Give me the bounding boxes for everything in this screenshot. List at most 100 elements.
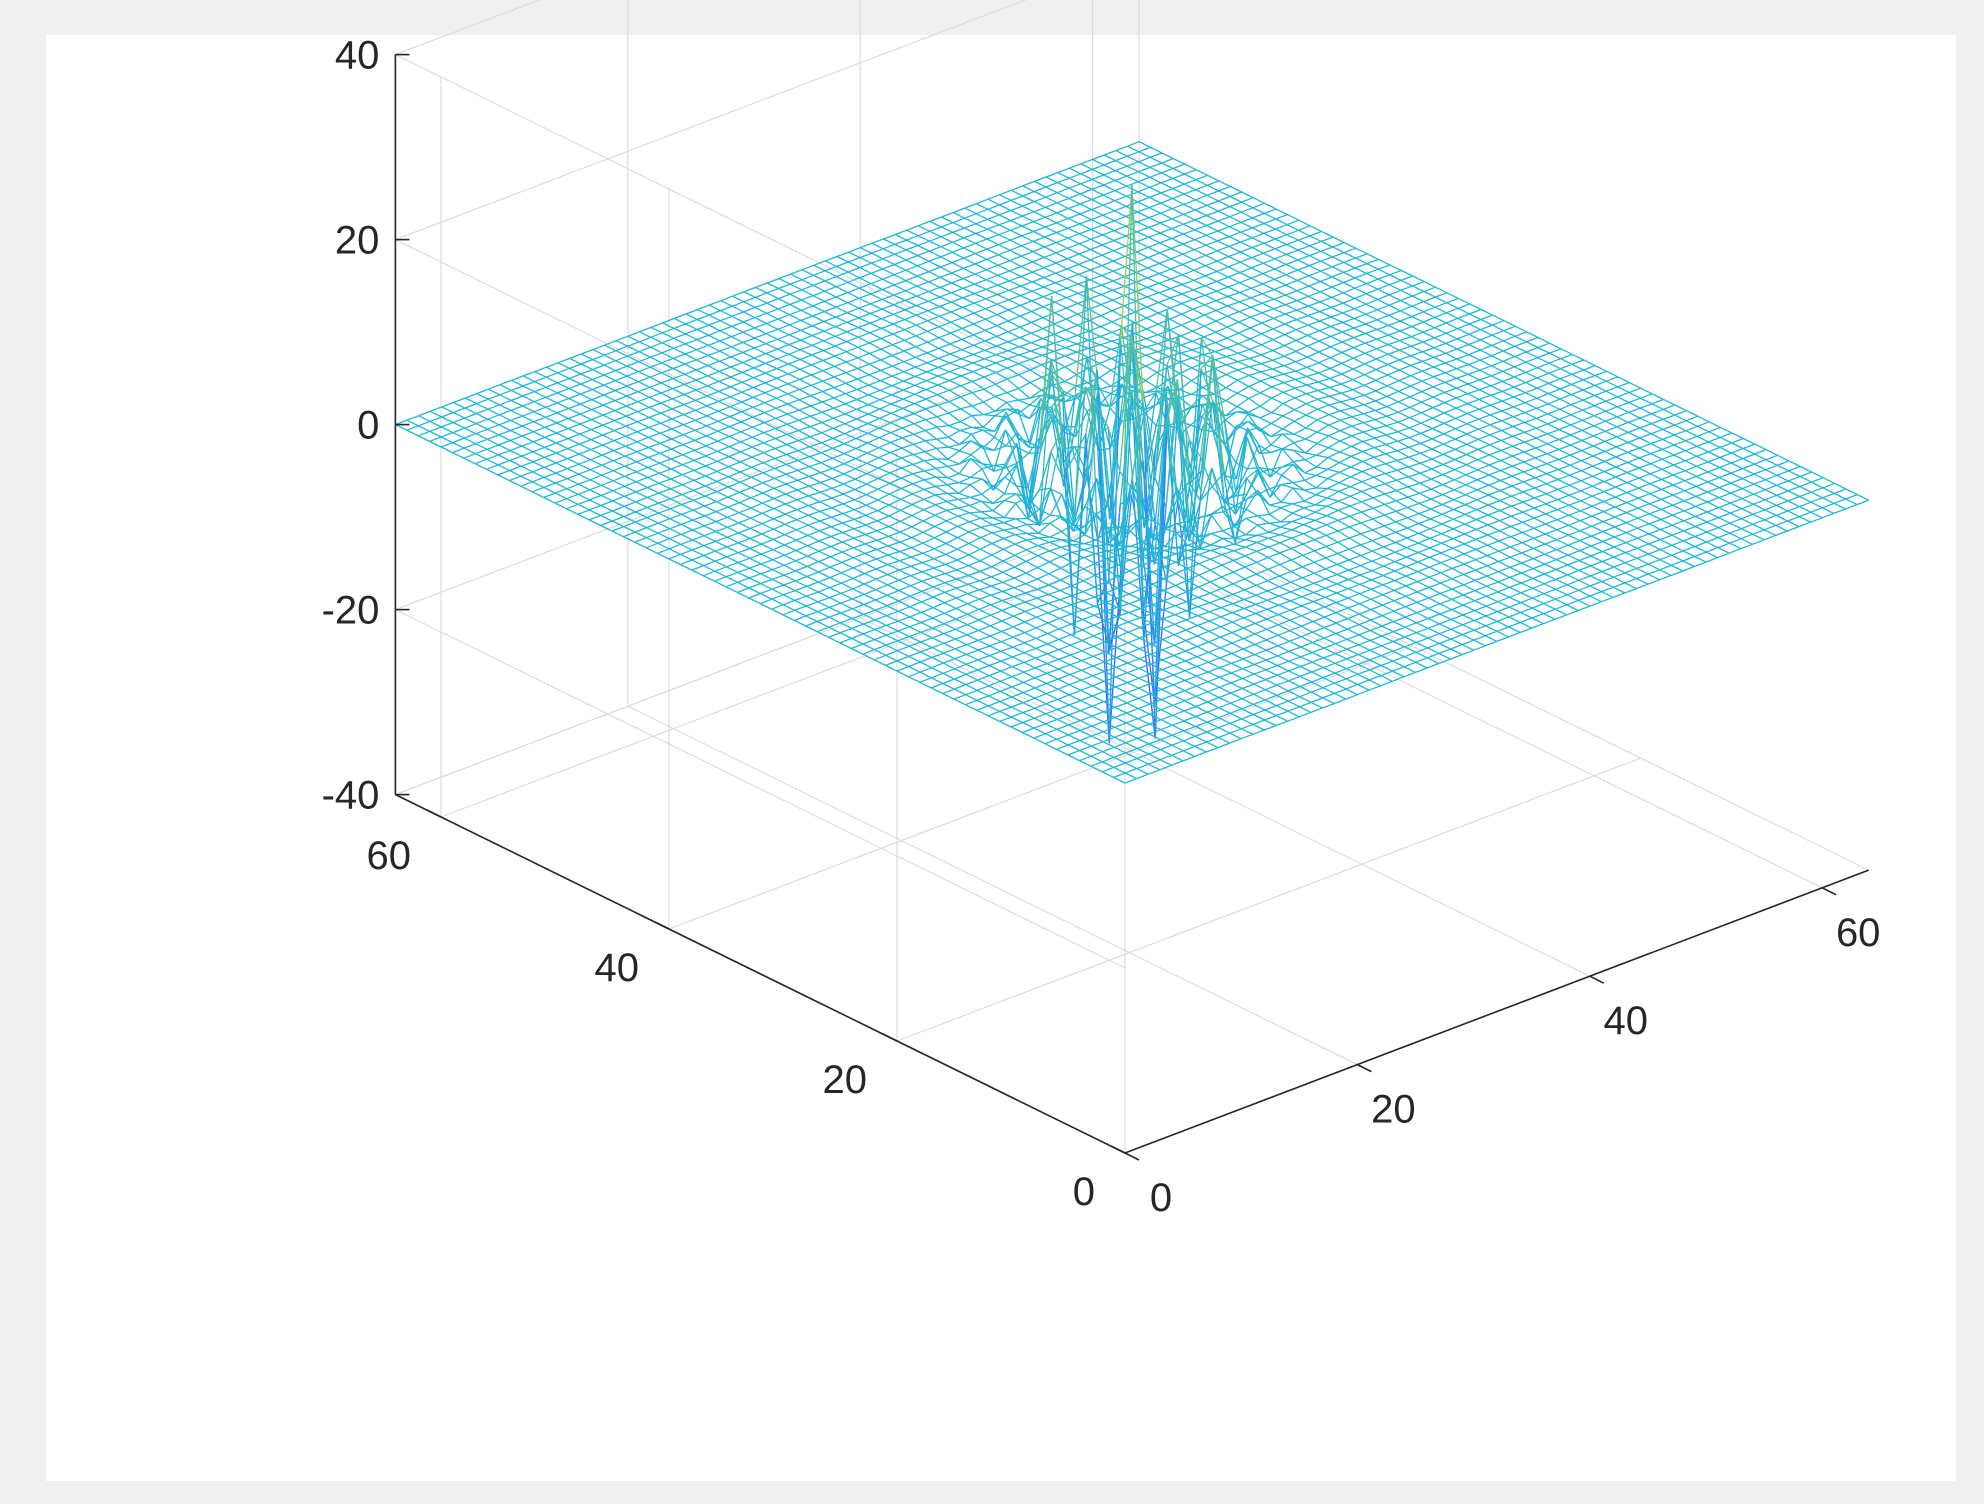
mesh-edge bbox=[938, 326, 951, 334]
mesh-edge bbox=[812, 300, 825, 307]
mesh-edge bbox=[588, 519, 601, 527]
mesh-edge bbox=[903, 361, 916, 368]
mesh-edge bbox=[615, 340, 628, 347]
mesh-edge bbox=[707, 365, 720, 372]
mesh-edge bbox=[856, 378, 870, 386]
mesh-edge bbox=[752, 422, 765, 428]
mesh-edge bbox=[720, 310, 733, 317]
mesh-edge bbox=[868, 369, 881, 376]
mesh-edge bbox=[510, 429, 523, 437]
mesh-edge bbox=[743, 286, 756, 293]
mesh-edge bbox=[520, 471, 533, 477]
mesh-edge bbox=[1020, 285, 1033, 292]
mesh-edge bbox=[602, 424, 615, 432]
mesh-edge bbox=[612, 475, 625, 482]
mesh-edge bbox=[949, 349, 962, 355]
mesh-edge bbox=[788, 349, 801, 355]
mesh-edge bbox=[848, 256, 861, 263]
mesh-edge bbox=[1019, 304, 1032, 312]
mesh-edge bbox=[1126, 165, 1139, 173]
mesh-edge bbox=[881, 313, 894, 320]
mesh-edge bbox=[592, 349, 605, 356]
mesh-edge bbox=[534, 376, 547, 383]
mesh-edge bbox=[823, 320, 836, 328]
mesh-edge bbox=[638, 336, 652, 343]
mesh-edge bbox=[1115, 150, 1128, 157]
mesh-edge bbox=[905, 265, 918, 271]
mesh-edge bbox=[1137, 211, 1150, 219]
mesh-edge bbox=[973, 298, 987, 304]
mesh-edge bbox=[1032, 261, 1045, 269]
mesh-edge bbox=[859, 283, 872, 289]
mesh-edge bbox=[776, 387, 789, 395]
mesh-edge bbox=[844, 408, 857, 415]
mesh-edge bbox=[1150, 156, 1162, 164]
mesh-edge bbox=[1078, 259, 1091, 266]
mesh-edge bbox=[811, 340, 824, 346]
mesh-edge bbox=[950, 311, 963, 319]
mesh-edge bbox=[858, 303, 871, 309]
mesh-edge bbox=[836, 255, 849, 263]
mesh-edge bbox=[1065, 307, 1079, 315]
mesh-edge bbox=[764, 402, 777, 409]
mesh-edge bbox=[903, 375, 916, 382]
mesh-edge bbox=[847, 277, 860, 283]
mesh-edge bbox=[998, 249, 1011, 256]
mesh-edge bbox=[914, 393, 927, 400]
mesh-edge bbox=[1228, 245, 1241, 253]
mesh-edge bbox=[765, 338, 778, 345]
mesh-edge bbox=[1055, 257, 1068, 264]
mesh-edge bbox=[658, 478, 672, 484]
mesh-edge bbox=[916, 275, 929, 283]
mesh-edge bbox=[1091, 188, 1104, 196]
mesh-edge bbox=[846, 331, 859, 338]
mesh-edge bbox=[1205, 265, 1218, 272]
mesh-edge bbox=[1043, 286, 1056, 293]
mesh-edge bbox=[822, 355, 836, 362]
mesh-edge bbox=[857, 363, 870, 370]
mesh-edge bbox=[647, 476, 660, 484]
mesh-edge bbox=[568, 413, 581, 420]
mesh-edge bbox=[705, 460, 718, 467]
mesh-edge bbox=[961, 366, 973, 373]
mesh-edge bbox=[914, 366, 927, 373]
mesh-edge bbox=[557, 382, 570, 390]
mesh-edge bbox=[915, 324, 928, 332]
mesh-edge bbox=[476, 403, 489, 410]
mesh-edge bbox=[522, 401, 535, 407]
mesh-edge bbox=[786, 419, 800, 425]
mesh-edge bbox=[682, 444, 695, 451]
mesh-edge bbox=[868, 384, 881, 391]
mesh-edge bbox=[1216, 266, 1229, 273]
mesh-edge bbox=[636, 461, 649, 469]
mesh-edge bbox=[1101, 250, 1114, 256]
mesh-edge bbox=[556, 437, 569, 444]
mesh-edge bbox=[648, 442, 661, 449]
mesh-edge bbox=[520, 475, 533, 483]
mesh-edge bbox=[1078, 273, 1091, 281]
mesh-edge bbox=[894, 239, 907, 246]
mesh-edge bbox=[729, 421, 742, 428]
mesh-edge bbox=[1148, 212, 1161, 219]
mesh-edge bbox=[729, 391, 743, 398]
mesh-edge bbox=[928, 286, 941, 293]
mesh-edge bbox=[810, 380, 823, 386]
mesh-edge bbox=[984, 362, 997, 369]
mesh-edge bbox=[952, 251, 964, 259]
mesh-edge bbox=[949, 371, 962, 377]
mesh-edge bbox=[613, 445, 626, 452]
mesh-edge bbox=[1056, 212, 1069, 219]
mesh-edge bbox=[754, 343, 767, 349]
mesh-edge bbox=[984, 366, 996, 374]
mesh-edge bbox=[881, 323, 894, 330]
mesh-edge bbox=[395, 424, 408, 431]
mesh-edge bbox=[1030, 327, 1044, 334]
mesh-edge bbox=[510, 395, 524, 402]
mesh-edge bbox=[707, 360, 720, 367]
mesh-edge bbox=[1007, 358, 1020, 365]
mesh-edge bbox=[1053, 342, 1066, 349]
mesh-edge bbox=[463, 453, 476, 459]
mesh-edge bbox=[882, 263, 895, 270]
mesh-edge bbox=[566, 498, 579, 505]
mesh-edge bbox=[1031, 306, 1044, 313]
